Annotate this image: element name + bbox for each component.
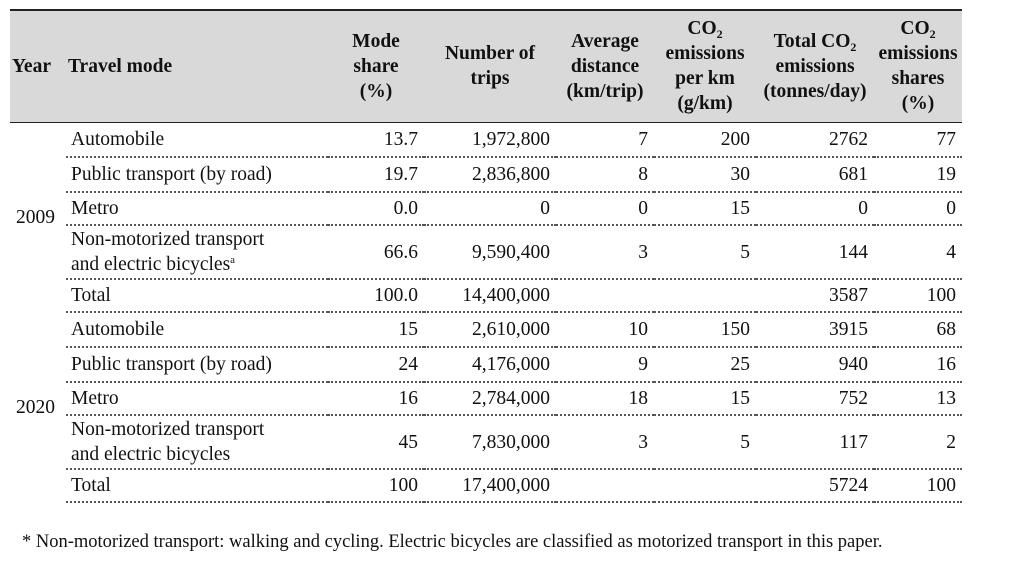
cell-total: 3587 xyxy=(756,279,874,313)
cell-pct: 77 xyxy=(874,122,962,158)
cell-dist: 7 xyxy=(556,122,654,158)
cell-trips: 4,176,000 xyxy=(424,347,556,383)
cell-dist: 9 xyxy=(556,347,654,383)
table-row: Total 100 17,400,000 5724 100 xyxy=(10,469,962,503)
cell-pct: 100 xyxy=(874,469,962,503)
travel-mode-cell: Metro xyxy=(66,382,328,416)
header-average-distance: Average distance (km/trip) xyxy=(566,30,644,102)
table-row: Public transport (by road) 24 4,176,000 9 25… xyxy=(10,347,962,383)
emissions-table: Year Travel mode Mode share (%) Number of t… xyxy=(10,9,962,503)
table-row: Public transport (by road) 19.7 2,836,800 8… xyxy=(10,157,962,193)
cell-perkm: 200 xyxy=(654,122,756,158)
cell-share: 66.6 xyxy=(328,225,424,280)
header-co2-per-km: CO2 emissions per km (g/km) xyxy=(665,18,745,115)
header-travel-mode: Travel mode xyxy=(68,55,173,77)
cell-perkm xyxy=(654,279,756,313)
table-row: 2020 Automobile 15 2,610,000 10 150 3915 68 xyxy=(10,312,962,418)
cell-trips: 2,784,000 xyxy=(424,382,556,416)
year-cell: 2020 xyxy=(16,396,55,418)
cell-total: 144 xyxy=(756,225,874,280)
cell-trips: 2,610,000 xyxy=(424,312,556,348)
cell-dist: 3 xyxy=(556,415,654,470)
year-cell: 2009 xyxy=(16,206,55,228)
cell-total: 940 xyxy=(756,347,874,383)
table-body: 2009 Automobile 13.7 1,972,800 7 200 2762 77 Pub… xyxy=(10,122,962,503)
cell-share: 19.7 xyxy=(328,157,424,193)
header-co2-share: CO2 emissions shares (%) xyxy=(878,18,958,115)
cell-perkm xyxy=(654,469,756,503)
emissions-table-container: Year Travel mode Mode share (%) Number of t… xyxy=(10,9,962,503)
header-year: Year xyxy=(12,55,51,77)
cell-pct: 0 xyxy=(874,192,962,226)
table-header: Year Travel mode Mode share (%) Number of t… xyxy=(10,10,962,122)
cell-trips: 9,590,400 xyxy=(424,225,556,280)
cell-dist xyxy=(556,469,654,503)
cell-pct: 68 xyxy=(874,312,962,348)
table-row: Non-motorized transport and electric bicy… xyxy=(10,415,962,470)
travel-mode-cell: Metro xyxy=(66,192,328,226)
cell-trips: 14,400,000 xyxy=(424,279,556,313)
cell-share: 0.0 xyxy=(328,192,424,226)
cell-total: 5724 xyxy=(756,469,874,503)
cell-trips: 0 xyxy=(424,192,556,226)
travel-mode-cell: Automobile xyxy=(66,312,328,348)
travel-mode-cell: Total xyxy=(66,469,328,503)
cell-trips: 7,830,000 xyxy=(424,415,556,470)
travel-mode-cell: Non-motorized transport and electric bicy… xyxy=(66,225,328,280)
cell-share: 45 xyxy=(328,415,424,470)
cell-dist: 0 xyxy=(556,192,654,226)
cell-share: 100 xyxy=(328,469,424,503)
cell-pct: 100 xyxy=(874,279,962,313)
header-mode-share: Mode share (%) xyxy=(352,30,400,102)
cell-total: 0 xyxy=(756,192,874,226)
cell-perkm: 15 xyxy=(654,382,756,416)
cell-share: 13.7 xyxy=(328,122,424,158)
cell-perkm: 30 xyxy=(654,157,756,193)
cell-perkm: 5 xyxy=(654,225,756,280)
cell-pct: 4 xyxy=(874,225,962,280)
header-number-of-trips: Number of trips xyxy=(444,43,536,90)
cell-pct: 19 xyxy=(874,157,962,193)
cell-share: 16 xyxy=(328,382,424,416)
cell-perkm: 150 xyxy=(654,312,756,348)
cell-total: 2762 xyxy=(756,122,874,158)
cell-pct: 2 xyxy=(874,415,962,470)
travel-mode-cell: Public transport (by road) xyxy=(66,347,328,383)
table-row: Total 100.0 14,400,000 3587 100 xyxy=(10,279,962,313)
cell-perkm: 25 xyxy=(654,347,756,383)
cell-dist: 18 xyxy=(556,382,654,416)
cell-dist: 10 xyxy=(556,312,654,348)
cell-dist: 3 xyxy=(556,225,654,280)
table-row: Non-motorized transport and electric bicy… xyxy=(10,225,962,280)
cell-dist xyxy=(556,279,654,313)
cell-perkm: 15 xyxy=(654,192,756,226)
cell-share: 15 xyxy=(328,312,424,348)
travel-mode-cell: Total xyxy=(66,279,328,313)
header-total-co2: Total CO2 emissions (tonnes/day) xyxy=(763,30,867,102)
cell-total: 117 xyxy=(756,415,874,470)
cell-share: 24 xyxy=(328,347,424,383)
travel-mode-cell: Public transport (by road) xyxy=(66,157,328,193)
table-row: Metro 0.0 0 0 15 0 0 xyxy=(10,192,962,226)
cell-trips: 1,972,800 xyxy=(424,122,556,158)
cell-pct: 13 xyxy=(874,382,962,416)
cell-trips: 2,836,800 xyxy=(424,157,556,193)
cell-pct: 16 xyxy=(874,347,962,383)
table-row: Metro 16 2,784,000 18 15 752 13 xyxy=(10,382,962,416)
travel-mode-cell: Non-motorized transport and electric bicy… xyxy=(66,415,328,470)
cell-total: 752 xyxy=(756,382,874,416)
cell-dist: 8 xyxy=(556,157,654,193)
cell-perkm: 5 xyxy=(654,415,756,470)
table-row: 2009 Automobile 13.7 1,972,800 7 200 2762 77 xyxy=(10,122,962,228)
cell-trips: 17,400,000 xyxy=(424,469,556,503)
table-footnote: * Non-motorized transport: walking and c… xyxy=(22,532,883,552)
cell-share: 100.0 xyxy=(328,279,424,313)
cell-total: 681 xyxy=(756,157,874,193)
travel-mode-cell: Automobile xyxy=(66,122,328,158)
cell-total: 3915 xyxy=(756,312,874,348)
